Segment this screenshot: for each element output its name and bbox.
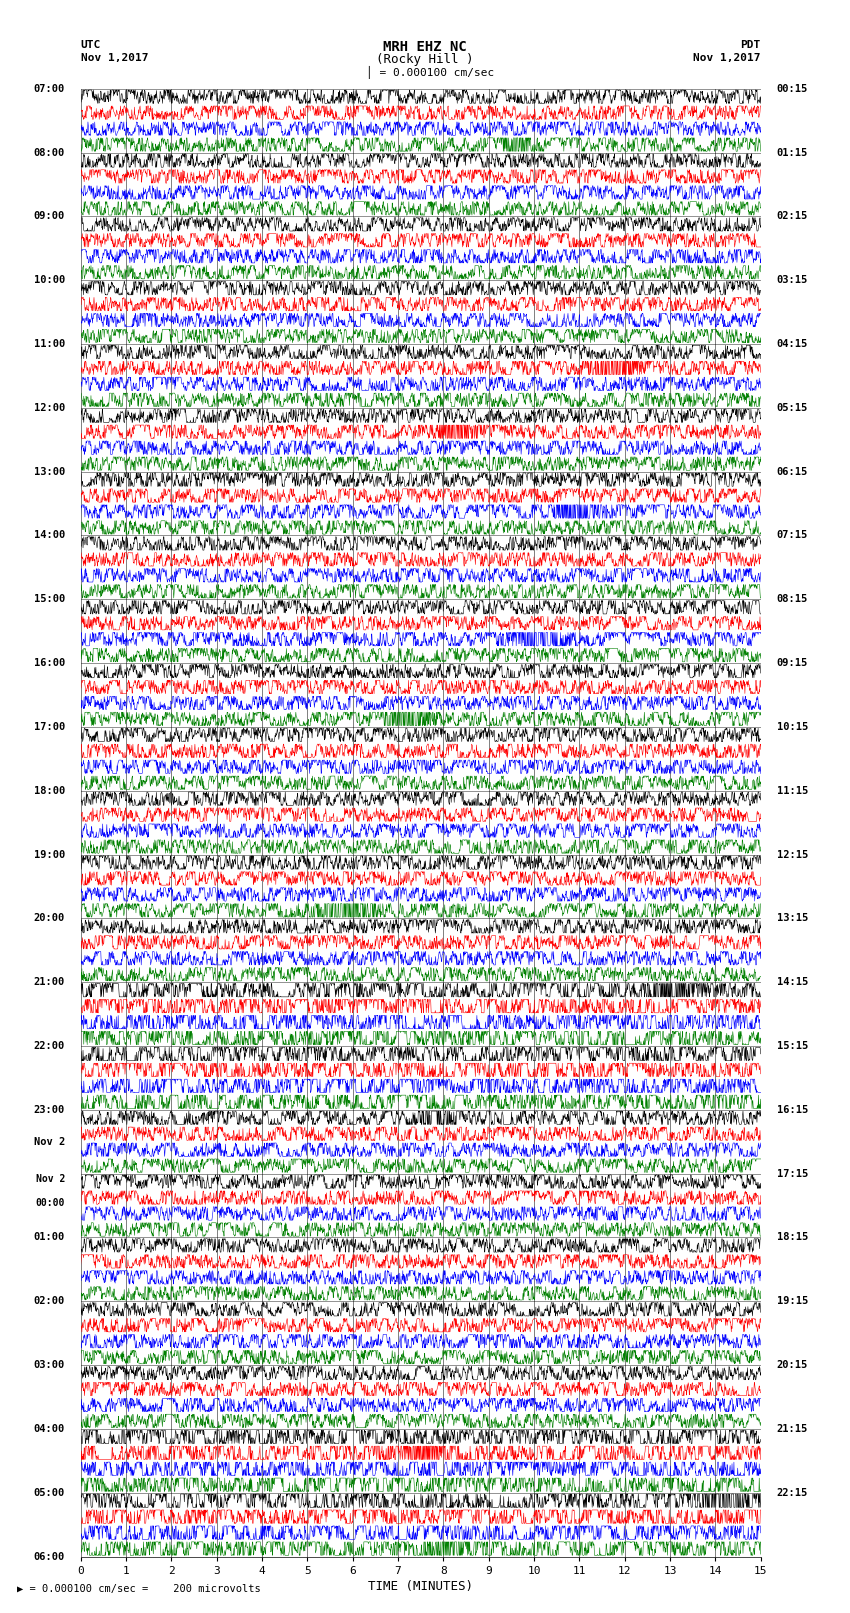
Text: 03:15: 03:15 bbox=[777, 276, 807, 286]
Text: 20:15: 20:15 bbox=[777, 1360, 807, 1369]
Text: 05:00: 05:00 bbox=[34, 1487, 65, 1498]
Text: Nov 2: Nov 2 bbox=[34, 1137, 65, 1147]
Text: 01:00: 01:00 bbox=[34, 1232, 65, 1242]
Text: 00:00: 00:00 bbox=[36, 1197, 65, 1208]
Text: 01:15: 01:15 bbox=[777, 147, 807, 158]
Text: MRH EHZ NC: MRH EHZ NC bbox=[383, 40, 467, 55]
Text: 03:00: 03:00 bbox=[34, 1360, 65, 1369]
Text: 05:15: 05:15 bbox=[777, 403, 807, 413]
Text: 20:00: 20:00 bbox=[34, 913, 65, 923]
Text: PDT: PDT bbox=[740, 40, 761, 50]
Text: 21:00: 21:00 bbox=[34, 977, 65, 987]
Text: Nov 1,2017: Nov 1,2017 bbox=[694, 53, 761, 63]
Text: (Rocky Hill ): (Rocky Hill ) bbox=[377, 53, 473, 66]
Text: 17:15: 17:15 bbox=[777, 1169, 807, 1179]
Text: 12:00: 12:00 bbox=[34, 403, 65, 413]
Text: 22:00: 22:00 bbox=[34, 1040, 65, 1052]
Text: 02:00: 02:00 bbox=[34, 1297, 65, 1307]
Text: 16:00: 16:00 bbox=[34, 658, 65, 668]
Text: 07:15: 07:15 bbox=[777, 531, 807, 540]
Text: 16:15: 16:15 bbox=[777, 1105, 807, 1115]
Text: 06:15: 06:15 bbox=[777, 466, 807, 476]
X-axis label: TIME (MINUTES): TIME (MINUTES) bbox=[368, 1579, 473, 1592]
Text: 04:15: 04:15 bbox=[777, 339, 807, 348]
Text: 07:00: 07:00 bbox=[34, 84, 65, 94]
Text: 09:15: 09:15 bbox=[777, 658, 807, 668]
Text: 10:00: 10:00 bbox=[34, 276, 65, 286]
Text: 22:15: 22:15 bbox=[777, 1487, 807, 1498]
Text: 12:15: 12:15 bbox=[777, 850, 807, 860]
Text: ▶ = 0.000100 cm/sec =    200 microvolts: ▶ = 0.000100 cm/sec = 200 microvolts bbox=[17, 1584, 261, 1594]
Text: 10:15: 10:15 bbox=[777, 723, 807, 732]
Text: 15:00: 15:00 bbox=[34, 594, 65, 605]
Text: 23:00: 23:00 bbox=[34, 1105, 65, 1115]
Text: 08:15: 08:15 bbox=[777, 594, 807, 605]
Text: Nov 1,2017: Nov 1,2017 bbox=[81, 53, 148, 63]
Text: 08:00: 08:00 bbox=[34, 147, 65, 158]
Text: 11:15: 11:15 bbox=[777, 786, 807, 795]
Text: 00:15: 00:15 bbox=[777, 84, 807, 94]
Text: UTC: UTC bbox=[81, 40, 101, 50]
Text: 13:15: 13:15 bbox=[777, 913, 807, 923]
Text: 21:15: 21:15 bbox=[777, 1424, 807, 1434]
Text: 19:15: 19:15 bbox=[777, 1297, 807, 1307]
Text: 14:00: 14:00 bbox=[34, 531, 65, 540]
Text: 15:15: 15:15 bbox=[777, 1040, 807, 1052]
Text: 18:00: 18:00 bbox=[34, 786, 65, 795]
Text: 13:00: 13:00 bbox=[34, 466, 65, 476]
Text: 11:00: 11:00 bbox=[34, 339, 65, 348]
Text: │ = 0.000100 cm/sec: │ = 0.000100 cm/sec bbox=[366, 66, 494, 79]
Text: 04:00: 04:00 bbox=[34, 1424, 65, 1434]
Text: 02:15: 02:15 bbox=[777, 211, 807, 221]
Text: 18:15: 18:15 bbox=[777, 1232, 807, 1242]
Text: 14:15: 14:15 bbox=[777, 977, 807, 987]
Text: 06:00: 06:00 bbox=[34, 1552, 65, 1561]
Text: Nov 2: Nov 2 bbox=[36, 1174, 65, 1184]
Text: 19:00: 19:00 bbox=[34, 850, 65, 860]
Text: 17:00: 17:00 bbox=[34, 723, 65, 732]
Text: 09:00: 09:00 bbox=[34, 211, 65, 221]
